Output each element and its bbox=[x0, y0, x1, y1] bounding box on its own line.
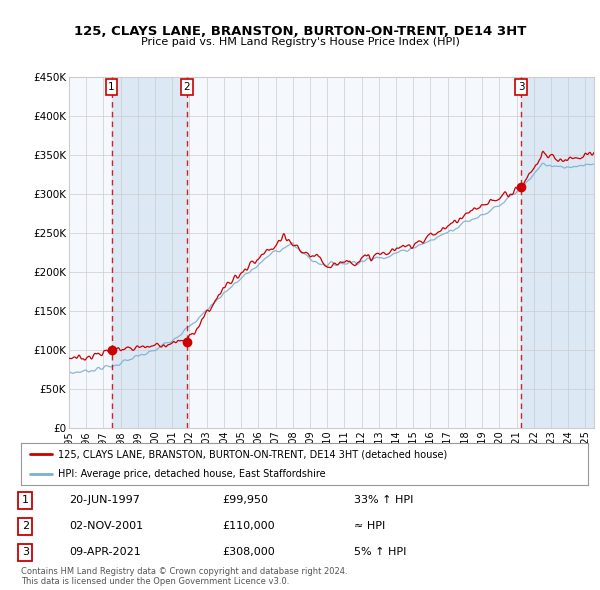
Text: 1: 1 bbox=[108, 82, 115, 92]
Text: 5% ↑ HPI: 5% ↑ HPI bbox=[354, 548, 406, 557]
Text: HPI: Average price, detached house, East Staffordshire: HPI: Average price, detached house, East… bbox=[58, 470, 325, 479]
Text: 125, CLAYS LANE, BRANSTON, BURTON-ON-TRENT, DE14 3HT (detached house): 125, CLAYS LANE, BRANSTON, BURTON-ON-TRE… bbox=[58, 450, 447, 460]
Text: 02-NOV-2001: 02-NOV-2001 bbox=[69, 522, 143, 531]
Text: £308,000: £308,000 bbox=[222, 548, 275, 557]
Text: £110,000: £110,000 bbox=[222, 522, 275, 531]
Text: £99,950: £99,950 bbox=[222, 496, 268, 505]
Text: 125, CLAYS LANE, BRANSTON, BURTON-ON-TRENT, DE14 3HT: 125, CLAYS LANE, BRANSTON, BURTON-ON-TRE… bbox=[74, 25, 526, 38]
Bar bbox=[112, 77, 187, 428]
Text: 1: 1 bbox=[22, 496, 29, 505]
Text: 3: 3 bbox=[22, 548, 29, 557]
Text: Price paid vs. HM Land Registry's House Price Index (HPI): Price paid vs. HM Land Registry's House … bbox=[140, 37, 460, 47]
Bar bbox=[521, 77, 594, 428]
Text: 2: 2 bbox=[184, 82, 190, 92]
Text: 09-APR-2021: 09-APR-2021 bbox=[69, 548, 141, 557]
Text: 2: 2 bbox=[22, 522, 29, 531]
Text: This data is licensed under the Open Government Licence v3.0.: This data is licensed under the Open Gov… bbox=[21, 578, 289, 586]
Text: Contains HM Land Registry data © Crown copyright and database right 2024.: Contains HM Land Registry data © Crown c… bbox=[21, 567, 347, 576]
Text: 3: 3 bbox=[518, 82, 524, 92]
Text: 20-JUN-1997: 20-JUN-1997 bbox=[69, 496, 140, 505]
Text: ≈ HPI: ≈ HPI bbox=[354, 522, 385, 531]
Text: 33% ↑ HPI: 33% ↑ HPI bbox=[354, 496, 413, 505]
